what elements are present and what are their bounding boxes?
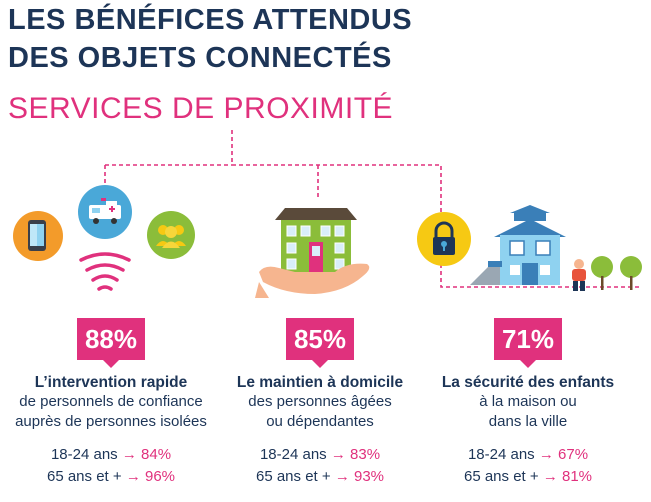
column-title: L’intervention rapide (34, 374, 188, 391)
percent-badge: 85% (285, 318, 355, 368)
percent-badge: 71% (493, 318, 563, 368)
title-line-2: DES OBJETS CONNECTÉS (8, 42, 392, 74)
column-title: La sécurité des enfants (441, 374, 615, 391)
stats: 18-24 ans → 84% 65 ans et + → 96% (0, 444, 222, 488)
signal-waves-icon (79, 252, 131, 291)
arrow-right-icon: → (330, 446, 346, 463)
stat-value: 96% (144, 468, 176, 485)
stat-row: 18-24 ans → 83% (222, 444, 418, 466)
stat-value: 83% (350, 446, 381, 463)
subtitle: SERVICES DE PROXIMITÉ (8, 92, 394, 125)
stat-row: 18-24 ans → 84% (0, 444, 222, 466)
stat-label: 18-24 ans (259, 446, 327, 463)
column-intervention: 88% L’intervention rapide de personnels … (0, 318, 222, 488)
stat-label: 65 ans et + (46, 468, 122, 485)
stat-value: 93% (353, 468, 385, 485)
stat-value: 81% (561, 468, 593, 485)
arrow-right-icon: → (121, 446, 137, 463)
stat-label: 18-24 ans (50, 446, 118, 463)
stat-label: 65 ans et + (463, 468, 539, 485)
column-desc-line-2: auprès de personnes isolées (15, 413, 207, 430)
column-maintien: 85% Le maintien à domicile des personnes… (222, 318, 418, 488)
house-in-hand-icon (255, 208, 370, 298)
column-desc-line-1: de personnels de confiance (19, 393, 203, 410)
stats: 18-24 ans → 67% 65 ans et + → 81% (418, 444, 638, 488)
column-desc-line-1: des personnes âgées (248, 393, 392, 410)
dashed-connector (104, 130, 640, 288)
arrow-right-icon: → (334, 468, 350, 485)
school-house-icon (470, 205, 566, 285)
column-securite: 71% La sécurité des enfants à la maison … (418, 318, 638, 488)
stat-label: 18-24 ans (467, 446, 535, 463)
column-desc-line-2: dans la ville (488, 413, 568, 430)
stat-value: 67% (558, 446, 589, 463)
column-title: Le maintien à domicile (236, 374, 404, 391)
stat-label: 65 ans et + (255, 468, 331, 485)
column-desc-line-2: ou dépendantes (266, 413, 374, 430)
arrow-right-icon: → (125, 468, 141, 485)
column-desc-line-1: à la maison ou (479, 393, 577, 410)
stat-row: 65 ans et + → 96% (0, 466, 222, 488)
ambulance-icon (78, 185, 132, 239)
group-icon (147, 211, 195, 259)
arrow-right-icon: → (538, 446, 554, 463)
stat-row: 65 ans et + → 81% (418, 466, 638, 488)
stat-row: 18-24 ans → 67% (418, 444, 638, 466)
padlock-icon (417, 212, 471, 266)
smartphone-icon (13, 211, 63, 261)
arrow-right-icon: → (542, 468, 558, 485)
tree-icon (591, 256, 642, 290)
stat-value: 84% (141, 446, 172, 463)
child-icon (572, 259, 586, 291)
stats: 18-24 ans → 83% 65 ans et + → 93% (222, 444, 418, 488)
title-line-1: LES BÉNÉFICES ATTENDUS (8, 4, 413, 36)
percent-badge: 88% (76, 318, 146, 368)
stat-row: 65 ans et + → 93% (222, 466, 418, 488)
